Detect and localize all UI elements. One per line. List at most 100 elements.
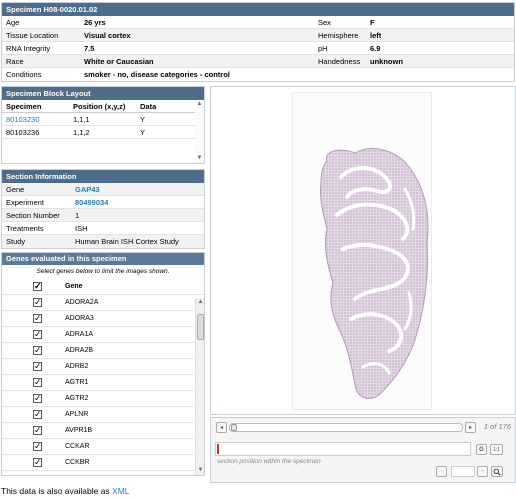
gene-checkbox[interactable]: [33, 391, 42, 405]
age-value: 26 yrs: [84, 18, 106, 27]
experiment-label: Experiment: [6, 198, 44, 207]
handedness-label: Handedness: [318, 57, 361, 66]
list-item[interactable]: ADRA2B: [2, 343, 204, 359]
table-row: 80103230 1,1,1 Y: [2, 113, 204, 126]
actual-size-button[interactable]: 1:1: [490, 444, 503, 455]
specimen-link[interactable]: 80103230: [6, 115, 40, 124]
gene-checkbox[interactable]: [33, 455, 42, 469]
list-item[interactable]: ADRB2: [2, 359, 204, 375]
gene-checkbox[interactable]: [33, 359, 42, 373]
list-item[interactable]: CCKAR: [2, 439, 204, 455]
list-item[interactable]: ADRA1A: [2, 327, 204, 343]
zoom-in-button[interactable]: +: [477, 466, 488, 477]
gene-checkbox[interactable]: [33, 407, 42, 421]
experiment-link[interactable]: 80499034: [75, 198, 109, 207]
footer-text: This data is also available as: [1, 486, 113, 496]
genes-instruction: Select genes below to limit the images s…: [36, 268, 170, 275]
gene-checkbox[interactable]: [33, 295, 42, 309]
section-row: Experiment 80499034: [2, 196, 204, 209]
handedness-value: unknown: [370, 57, 403, 66]
zoom-out-button[interactable]: −: [436, 466, 447, 477]
scroll-up-icon[interactable]: ▲: [196, 101, 203, 107]
position-cell: 1,1,2: [73, 128, 90, 137]
gene-checkbox[interactable]: [33, 343, 42, 357]
genes-title: Genes evaluated in this specimen: [2, 253, 204, 265]
specimen-panel: Specimen H08-0020.01.02 Age 26 yrs Sex F…: [1, 2, 515, 82]
gene-name: CCKBR: [65, 459, 90, 466]
gene-checkbox[interactable]: [33, 439, 42, 453]
col-position: Position (x,y,z): [73, 102, 126, 111]
list-item[interactable]: AGTR2: [2, 391, 204, 407]
next-arrow-icon[interactable]: ▸: [465, 422, 476, 433]
g-button[interactable]: G: [476, 444, 487, 455]
image-viewer[interactable]: [210, 86, 516, 415]
list-item[interactable]: APLNR: [2, 407, 204, 423]
gene-name: ADRA2B: [65, 347, 94, 354]
prev-arrow-icon[interactable]: ◂: [216, 422, 227, 433]
search-icon[interactable]: [491, 466, 503, 477]
slide-image[interactable]: [292, 92, 432, 410]
tissue-location-label: Tissue Location: [6, 31, 59, 40]
gene-link[interactable]: GAP43: [75, 185, 100, 194]
specimen-cell[interactable]: 80103236: [6, 128, 40, 137]
block-layout-panel: Specimen Block Layout Specimen Position …: [1, 86, 205, 164]
block-layout-title: Specimen Block Layout: [2, 87, 204, 100]
race-label: Race: [6, 57, 24, 66]
page-indicator: 1 of 176: [483, 422, 511, 431]
scroll-down-icon[interactable]: ▼: [197, 467, 204, 473]
zoom-input[interactable]: [451, 466, 475, 477]
list-item[interactable]: CCKBR: [2, 455, 204, 471]
rna-integrity-label: RNA Integrity: [6, 44, 51, 53]
study-value: Human Brain ISH Cortex Study: [75, 237, 179, 246]
list-item[interactable]: AVPR1B: [2, 423, 204, 439]
section-info-panel: Section Information Gene GAP43 Experimen…: [1, 169, 205, 249]
rna-integrity-value: 7.5: [84, 44, 95, 53]
section-row: Gene GAP43: [2, 183, 204, 196]
study-label: Study: [6, 237, 26, 246]
treatments-value: ISH: [75, 224, 88, 233]
xml-link[interactable]: XML: [112, 486, 130, 496]
list-item[interactable]: AGTR1: [2, 375, 204, 391]
scroll-down-icon[interactable]: ▼: [196, 155, 203, 161]
treatments-label: Treatments: [6, 224, 44, 233]
col-data: Data: [140, 102, 157, 111]
hemisphere-label: Hemisphere: [318, 31, 359, 40]
section-position-bar[interactable]: [215, 442, 471, 456]
gene-name: AGTR1: [65, 379, 89, 386]
viewer-controls: ◂ ▸ 1 of 176 section position within the…: [210, 417, 516, 483]
section-number-label: Section Number: [6, 211, 60, 220]
specimen-row: RNA Integrity 7.5 pH 6.9: [2, 42, 514, 55]
slider-handle[interactable]: [231, 424, 237, 431]
gene-checkbox[interactable]: [33, 327, 42, 341]
hemisphere-value: left: [370, 31, 382, 40]
conditions-value: smoker - no, disease categories - contro…: [84, 70, 230, 79]
specimen-title: Specimen H08-0020.01.02: [2, 3, 514, 16]
gene-name: APLNR: [65, 411, 89, 418]
select-all-checkbox[interactable]: [33, 279, 42, 293]
list-item[interactable]: ADORA2A: [2, 295, 204, 311]
image-slider[interactable]: [229, 423, 463, 432]
list-item[interactable]: ADORA3: [2, 311, 204, 327]
table-row: 80103236 1,1,2 Y: [2, 126, 204, 139]
specimen-row: Age 26 yrs Sex F: [2, 16, 514, 29]
section-number-value: 1: [75, 211, 80, 220]
gene-checkbox[interactable]: [33, 311, 42, 325]
tissue-location-value: Visual cortex: [84, 31, 131, 40]
scroll-up-icon[interactable]: ▲: [197, 299, 204, 305]
col-specimen: Specimen: [6, 102, 42, 111]
gene-name: AGTR2: [65, 395, 89, 402]
genes-scrollbar[interactable]: ▲ ▼: [195, 298, 204, 475]
gene-label: Gene: [6, 185, 25, 194]
specimen-row: Tissue Location Visual cortex Hemisphere…: [2, 29, 514, 42]
race-value: White or Caucasian: [84, 57, 154, 66]
ph-label: pH: [318, 44, 328, 53]
genes-header-row: Gene: [2, 279, 204, 295]
scroll-thumb[interactable]: [197, 314, 204, 340]
data-cell: Y: [140, 115, 146, 124]
gene-checkbox[interactable]: [33, 375, 42, 389]
specimen-row: Conditions smoker - no, disease categori…: [2, 68, 514, 81]
gene-column-header: Gene: [65, 283, 83, 290]
gene-checkbox[interactable]: [33, 423, 42, 437]
section-row: Study Human Brain ISH Cortex Study: [2, 235, 204, 248]
block-scrollbar[interactable]: ▲ ▼: [195, 100, 204, 163]
